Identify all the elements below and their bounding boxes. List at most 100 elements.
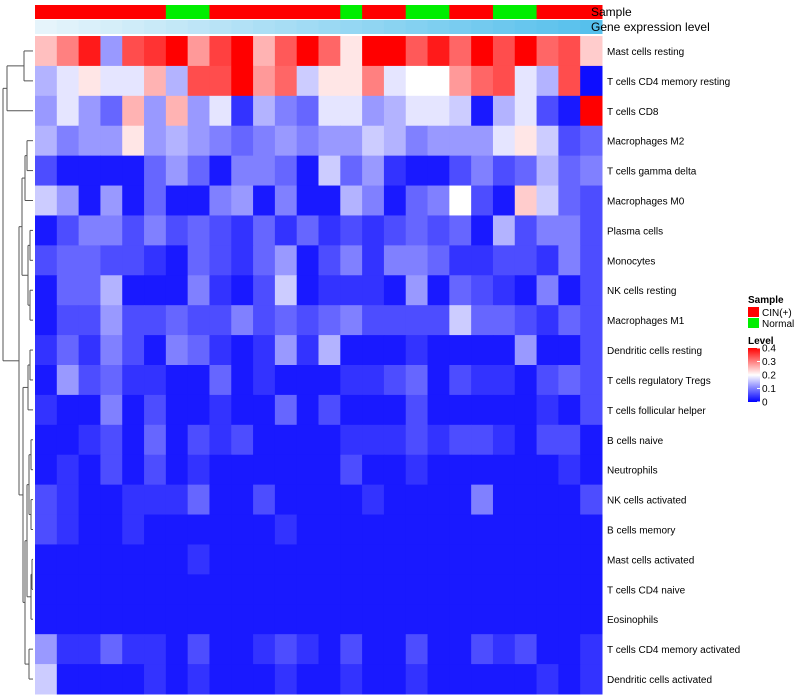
- heatmap-cell: [187, 634, 210, 665]
- heatmap-cell: [35, 36, 58, 67]
- heatmap-cell: [492, 95, 516, 127]
- heatmap-cell: [492, 514, 516, 545]
- heatmap-cell: [253, 634, 276, 665]
- heatmap-cell: [536, 215, 559, 246]
- heatmap-cell: [405, 604, 429, 635]
- heatmap-cell: [580, 305, 603, 336]
- row-label: Plasma cells: [607, 226, 663, 237]
- heatmap-cell: [405, 95, 429, 127]
- heatmap-cell: [492, 484, 516, 516]
- heatmap-cell: [231, 365, 254, 396]
- heatmap-cell: [253, 335, 276, 366]
- heatmap-cell: [165, 604, 189, 635]
- heatmap-cell: [274, 424, 298, 456]
- row-label: Macrophages M1: [607, 316, 685, 327]
- heatmap-cell: [514, 36, 538, 67]
- heatmap-cell: [471, 245, 494, 276]
- heatmap-cell: [78, 65, 101, 97]
- heatmap-cell: [492, 394, 516, 426]
- heatmap-cell: [449, 574, 472, 605]
- heatmap-cell: [471, 544, 494, 575]
- heatmap-cell: [558, 245, 581, 276]
- heatmap-cell: [209, 604, 232, 635]
- heatmap-cell: [340, 185, 363, 216]
- heatmap-cell: [122, 65, 145, 97]
- heatmap-cell: [558, 275, 581, 306]
- heatmap-cell: [318, 454, 341, 486]
- heatmap-cell: [296, 335, 319, 366]
- heatmap-cell: [492, 275, 516, 306]
- sample-track-cell: [449, 5, 472, 19]
- legend-level-tick-label: 0: [762, 398, 768, 409]
- heatmap-cell: [187, 604, 210, 635]
- heatmap-cell: [514, 365, 538, 396]
- heatmap-cell: [536, 95, 559, 127]
- heatmap-cell: [558, 634, 581, 665]
- sample-track-cell: [231, 5, 254, 19]
- heatmap-cell: [558, 454, 581, 486]
- expression-track-cell: [231, 20, 254, 34]
- heatmap-cell: [78, 125, 101, 157]
- heatmap-cell: [427, 305, 450, 336]
- heatmap-cell: [558, 604, 581, 635]
- heatmap-cell: [362, 305, 385, 336]
- expression-track-cell: [427, 20, 450, 34]
- heatmap-cell: [492, 424, 516, 456]
- heatmap-cell: [296, 424, 319, 456]
- heatmap-cell: [514, 634, 538, 665]
- heatmap-cell: [165, 215, 189, 246]
- heatmap-cell: [318, 394, 341, 426]
- heatmap-cell: [536, 155, 559, 187]
- heatmap-cell: [536, 484, 559, 516]
- heatmap-cell: [362, 65, 385, 97]
- heatmap-cell: [492, 36, 516, 67]
- legend-sample-swatch: [748, 307, 759, 317]
- heatmap-cell: [383, 365, 407, 396]
- heatmap-cell: [318, 335, 341, 366]
- heatmap-cell: [187, 335, 210, 366]
- heatmap-cell: [514, 185, 538, 216]
- heatmap-cell: [122, 424, 145, 456]
- expression-track-cell: [471, 20, 494, 34]
- heatmap-cell: [165, 634, 189, 665]
- heatmap-cell: [580, 335, 603, 366]
- heatmap-cell: [35, 245, 58, 276]
- heatmap-cell: [383, 544, 407, 575]
- heatmap-cell: [449, 275, 472, 306]
- sample-track-cell: [471, 5, 494, 19]
- heatmap-cell: [492, 335, 516, 366]
- heatmap-cell: [165, 65, 189, 97]
- heatmap-cell: [274, 95, 298, 127]
- heatmap-cell: [427, 155, 450, 187]
- heatmap-cell: [296, 215, 319, 246]
- heatmap-cell: [558, 664, 581, 695]
- heatmap-cell: [35, 604, 58, 635]
- heatmap-cell: [122, 245, 145, 276]
- row-label: T cells regulatory Tregs: [607, 376, 711, 387]
- heatmap-cell: [514, 155, 538, 187]
- heatmap-cell: [405, 424, 429, 456]
- heatmap-cell: [558, 155, 581, 187]
- heatmap-cell: [122, 634, 145, 665]
- heatmap-cell: [558, 125, 581, 157]
- heatmap-cell: [78, 36, 101, 67]
- heatmap-cell: [187, 514, 210, 545]
- heatmap-cell: [231, 424, 254, 456]
- heatmap-cell: [558, 215, 581, 246]
- heatmap-cell: [253, 155, 276, 187]
- heatmap-cell: [274, 484, 298, 516]
- heatmap-cell: [35, 155, 58, 187]
- heatmap-cell: [253, 424, 276, 456]
- legend-level-ticks: 0.4 0.3 0.2 0.1 0: [757, 344, 776, 409]
- heatmap-cell: [318, 574, 341, 605]
- heatmap-cell: [318, 604, 341, 635]
- heatmap-cell: [35, 514, 58, 545]
- heatmap-cell: [274, 365, 298, 396]
- heatmap-cell: [405, 305, 429, 336]
- heatmap-cell: [253, 36, 276, 67]
- heatmap-cell: [405, 634, 429, 665]
- heatmap-cell: [514, 65, 538, 97]
- heatmap-cell: [187, 454, 210, 486]
- heatmap-cell: [427, 65, 450, 97]
- heatmap-cell: [362, 95, 385, 127]
